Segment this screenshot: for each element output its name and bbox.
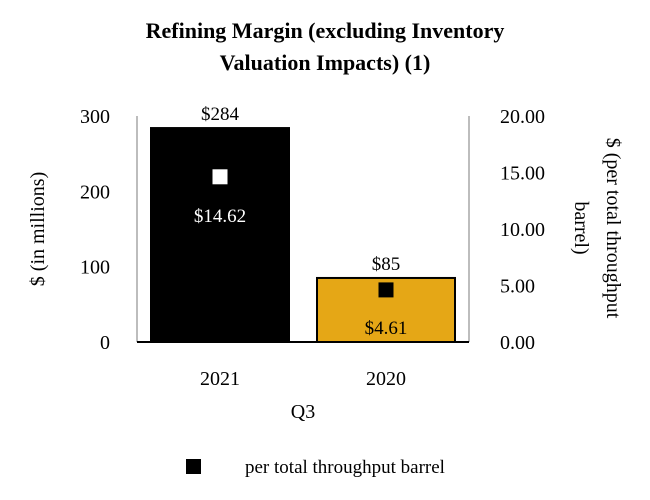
bar-label-2021: $284 [201, 104, 240, 125]
legend-label: per total throughput barrel [245, 457, 445, 478]
marker-label-2021: $14.62 [194, 206, 246, 227]
y2-tick-0-00: 0.00 [500, 332, 535, 354]
y2-tick-5-00: 5.00 [500, 276, 535, 298]
right-y-axis-title-line-2: barrel) [570, 201, 592, 254]
right-y-axis-title: $ (per total throughput barrel) [570, 138, 624, 319]
chart-title-line-1: Refining Margin (excluding Inventory [146, 18, 505, 43]
x-tick-labels: 2021 2020 [200, 368, 406, 390]
y-tick-200: 200 [80, 181, 110, 203]
bar-labels-layer: $284 $85 [201, 104, 400, 275]
chart-title-line-2: Valuation Impacts) (1) [220, 50, 431, 75]
left-y-axis-title: $ (in millions) [27, 172, 49, 286]
y-tick-0: 0 [100, 332, 110, 354]
bar-label-2020: $85 [372, 254, 401, 275]
legend-marker-square [186, 459, 201, 474]
y2-tick-15-00: 15.00 [500, 163, 545, 185]
x-tick-2021: 2021 [200, 368, 240, 390]
bar-2021 [150, 127, 290, 343]
marker-label-2020: $4.61 [365, 318, 408, 339]
y-tick-100: 100 [80, 257, 110, 279]
plot-area: $284 $85 $14.62 $4.61 [136, 104, 470, 344]
marker-labels-layer: $14.62 $4.61 [194, 206, 408, 339]
marker-2020 [378, 282, 394, 298]
chart-title: Refining Margin (excluding Inventory Val… [146, 18, 505, 75]
y-tick-300: 300 [80, 106, 110, 128]
legend: per total throughput barrel [186, 457, 445, 478]
right-y-axis-title-line-1: $ (per total throughput [602, 138, 624, 319]
x-axis-title: Q3 [291, 401, 315, 423]
y2-tick-10-00: 10.00 [500, 219, 545, 241]
y2-tick-20-00: 20.00 [500, 106, 545, 128]
x-tick-2020: 2020 [366, 368, 406, 390]
marker-2021 [212, 169, 228, 185]
right-y-tick-labels: 0.00 5.00 10.00 15.00 20.00 [500, 106, 545, 354]
left-y-tick-labels: 0 100 200 300 [80, 106, 110, 354]
markers-layer [212, 169, 394, 298]
bars-layer [150, 127, 456, 344]
